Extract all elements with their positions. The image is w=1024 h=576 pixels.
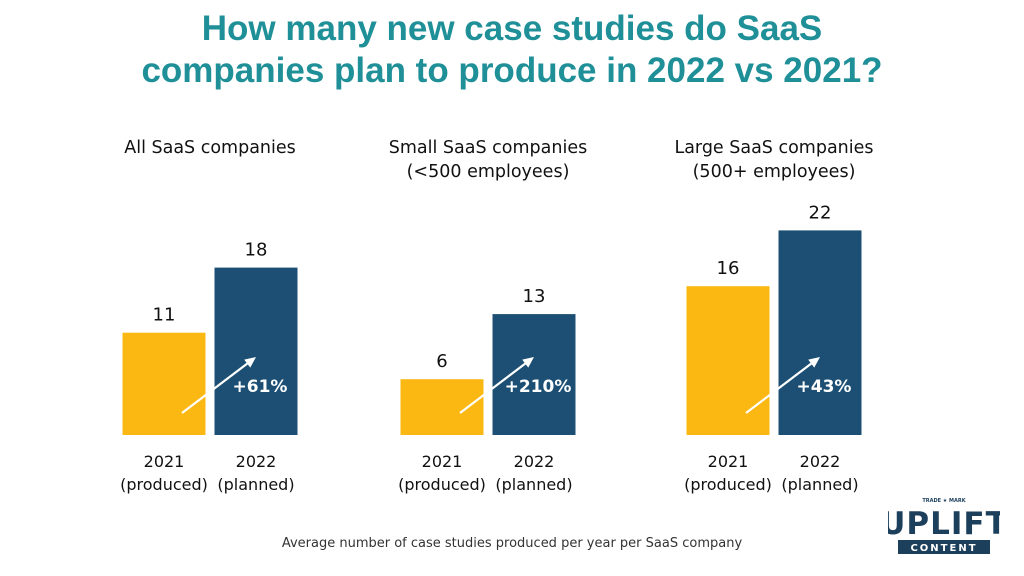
- category-label: (planned): [781, 475, 858, 494]
- logo-name: UPLIFT: [888, 506, 1000, 542]
- bar-2021: [686, 286, 770, 435]
- growth-percent-label: +210%: [505, 377, 572, 397]
- value-label: 16: [717, 258, 740, 279]
- growth-percent-label: +43%: [797, 377, 852, 397]
- category-label: (produced): [398, 475, 486, 494]
- growth-arrow-line: [459, 360, 529, 414]
- category-label: 2021: [708, 452, 749, 471]
- group-title-line: (<500 employees): [407, 162, 570, 182]
- footnote: Average number of case studies produced …: [281, 536, 743, 551]
- growth-arrow-head: [808, 357, 820, 368]
- growth-arrow-line: [181, 360, 251, 414]
- category-label: (planned): [217, 475, 294, 494]
- group-title-line: Large SaaS companies: [674, 138, 873, 158]
- growth-percent-label: +61%: [233, 377, 288, 397]
- category-label: 2022: [514, 452, 555, 471]
- group-title-line: Small SaaS companies: [389, 138, 587, 158]
- category-label: (produced): [684, 475, 772, 494]
- logo-trademark: TRADE ★ MARK: [922, 498, 966, 504]
- category-label: (planned): [495, 475, 572, 494]
- category-label: 2022: [236, 452, 277, 471]
- chart-group-3: Large SaaS companies (500+ employees) 16 20…: [674, 138, 873, 494]
- category-label: (produced): [120, 475, 208, 494]
- value-label: 11: [153, 305, 176, 326]
- value-label: 6: [436, 351, 447, 372]
- category-label: 2022: [800, 452, 841, 471]
- bar-2022: [214, 267, 298, 435]
- category-label: 2021: [422, 452, 463, 471]
- uplift-content-logo: TRADE ★ MARK UPLIFT CONTENT: [888, 498, 1000, 554]
- chart-title: How many new case studies do SaaS compan…: [0, 8, 1024, 92]
- group-title-line: All SaaS companies: [124, 138, 296, 158]
- growth-arrow-head: [244, 357, 256, 368]
- bar-2021: [400, 379, 484, 435]
- chart-group-1: All SaaS companies 11 2021 (produced) 18 2022…: [120, 138, 298, 494]
- growth-arrow-line: [745, 360, 815, 414]
- logo-banner: [898, 540, 990, 554]
- bar-2022: [778, 230, 862, 435]
- logo-sub: CONTENT: [910, 543, 977, 554]
- value-label: 13: [523, 286, 546, 307]
- bar-2021: [122, 332, 206, 435]
- chart-group-2: Small SaaS companies (<500 employees) 6 202…: [389, 138, 587, 494]
- chart-title-line-1: How many new case studies do SaaS: [201, 9, 823, 48]
- chart-title-line-2: companies plan to produce in 2022 vs 202…: [141, 51, 883, 90]
- value-label: 18: [245, 240, 268, 261]
- bar-2022: [492, 314, 576, 435]
- group-title-line: (500+ employees): [693, 162, 856, 182]
- value-label: 22: [809, 202, 832, 223]
- growth-arrow-head: [522, 357, 534, 368]
- category-label: 2021: [144, 452, 185, 471]
